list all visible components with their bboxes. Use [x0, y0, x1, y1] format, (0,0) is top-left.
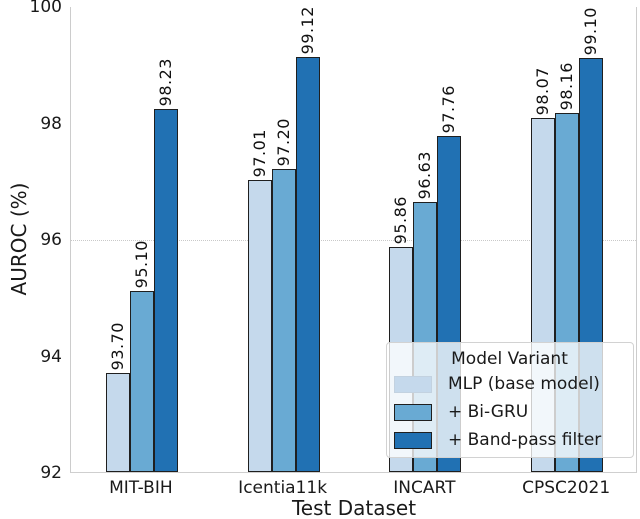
legend: Model Variant MLP (base model) + Bi-GRU + … [386, 342, 634, 458]
bar-value-label: 99.12 [297, 5, 317, 55]
bar [295, 57, 320, 472]
bar-value-label: 97.01 [249, 128, 269, 178]
x-axis-label: Test Dataset [291, 496, 417, 519]
x-tick-label: CPSC2021 [522, 478, 611, 498]
legend-entry-label: + Bi-GRU [448, 402, 529, 422]
legend-swatch [394, 431, 432, 449]
bar-value-label: 97.76 [439, 85, 459, 134]
y-tick-label: 100 [29, 0, 62, 17]
legend-entry: + Bi-GRU [394, 398, 625, 426]
bar [247, 180, 272, 472]
legend-entries: MLP (base model) + Bi-GRU + Band-pass filt… [394, 370, 625, 454]
bar-value-label: 95.10 [131, 240, 151, 289]
legend-entry: MLP (base model) [394, 370, 625, 398]
bar-value-label: 97.20 [273, 117, 293, 167]
bar-value-label: 98.16 [557, 61, 577, 111]
legend-title: Model Variant [451, 349, 568, 369]
x-tick-label: INCART [393, 478, 456, 498]
legend-entry: + Band-pass filter [394, 426, 625, 454]
bar [105, 372, 130, 472]
legend-swatch [394, 403, 432, 421]
x-tick-label: MIT-BIH [109, 478, 173, 498]
y-axis-label: AUROC (%) [7, 182, 31, 296]
bar-value-label: 95.86 [391, 195, 411, 245]
y-tick-label: 98 [40, 113, 62, 134]
bar-value-label: 99.10 [581, 7, 601, 56]
reference-gridline-96 [71, 240, 636, 241]
bar-value-label: 96.63 [415, 151, 435, 200]
bar-value-label: 98.23 [155, 57, 175, 107]
legend-entry-label: MLP (base model) [448, 374, 600, 394]
y-tick-label: 96 [40, 230, 62, 250]
bar [271, 169, 296, 472]
bar [129, 291, 154, 472]
bar [153, 109, 178, 472]
legend-swatch [394, 375, 432, 393]
bar-value-label: 98.07 [533, 67, 553, 116]
y-tick-label: 92 [40, 463, 62, 483]
x-tick-label: Icentia11k [238, 478, 328, 498]
y-tick-label: 94 [40, 346, 62, 367]
legend-entry-label: + Band-pass filter [448, 430, 602, 450]
bar-value-label: 93.70 [107, 321, 127, 370]
plot-area: 93.70 95.10 98.23 97.01 97.20 99.12 95.86 96.63… [70, 5, 637, 473]
